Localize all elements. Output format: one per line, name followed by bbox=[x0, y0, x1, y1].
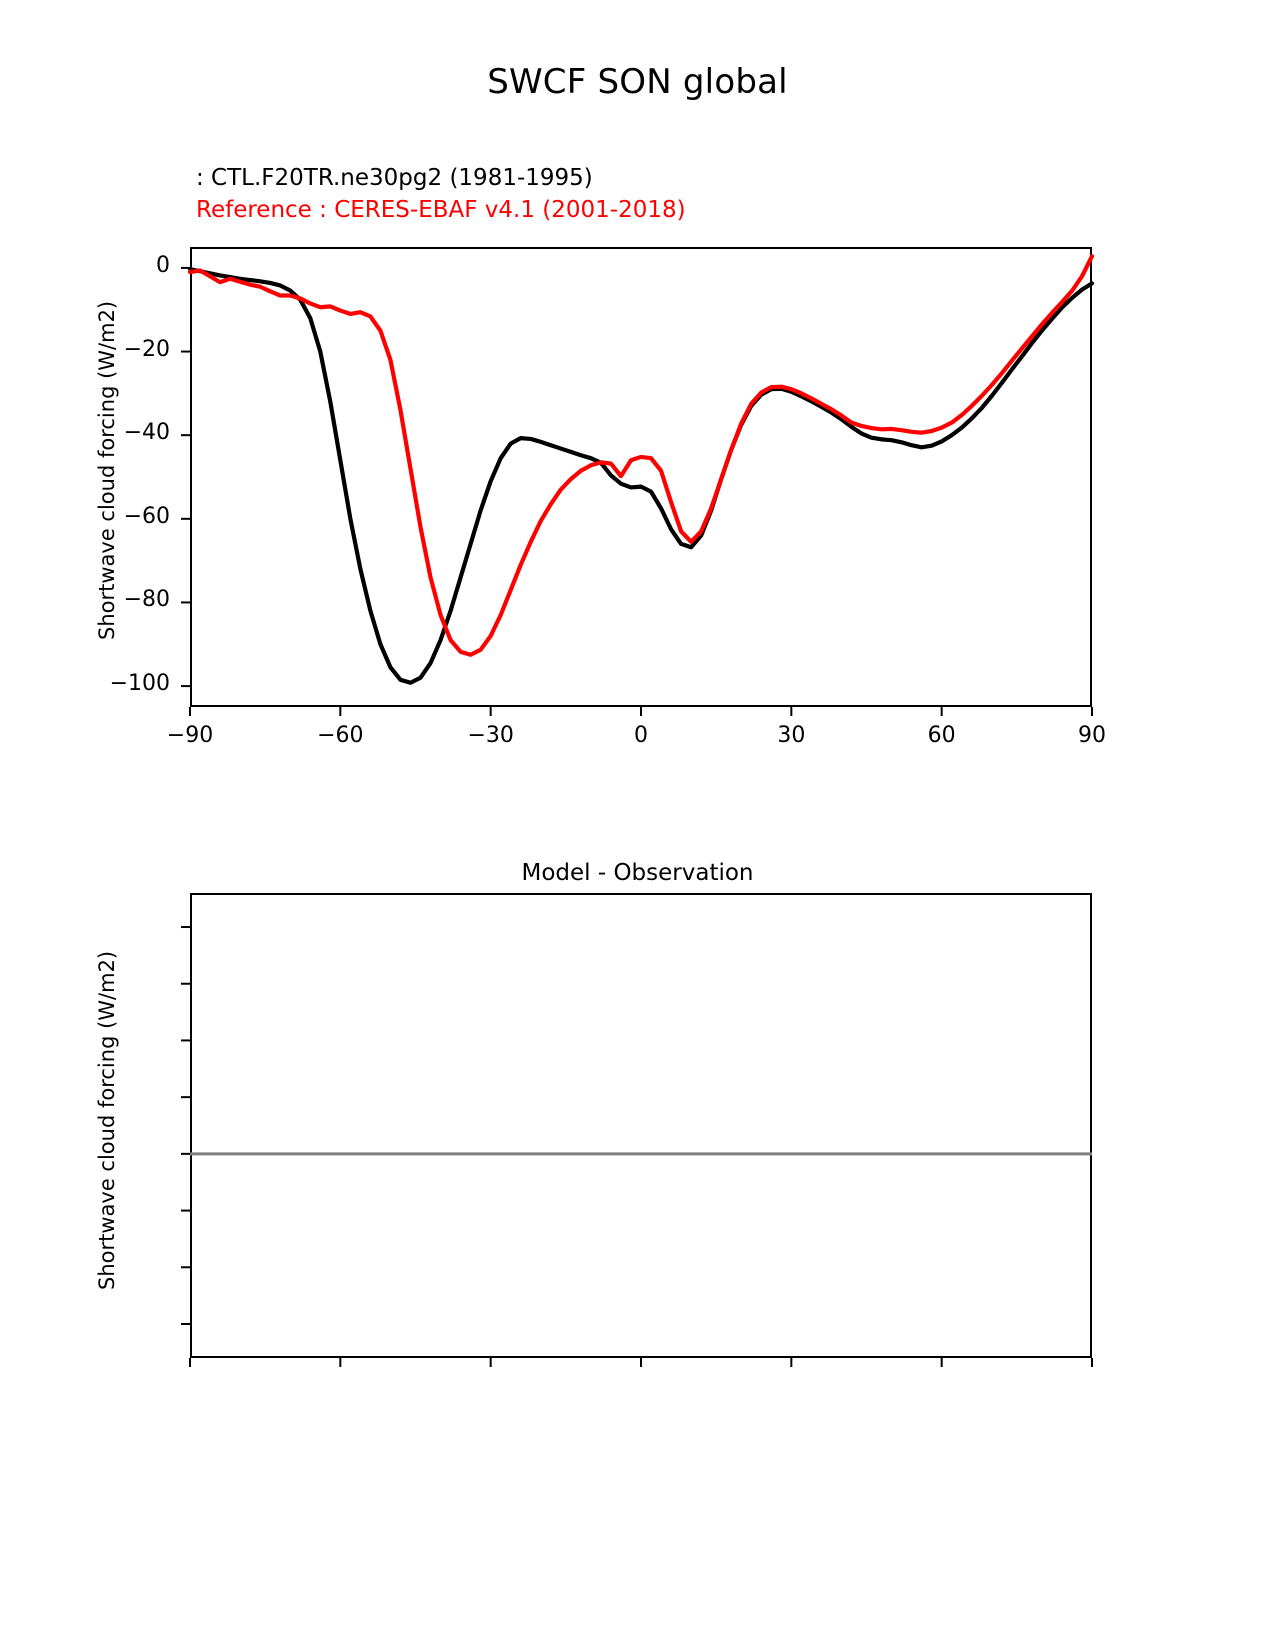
y-tick-label: −60 bbox=[123, 503, 170, 529]
x-tick-label: 30 bbox=[777, 723, 806, 748]
y-tick-label: −40 bbox=[123, 420, 170, 446]
x-tick-label: 90 bbox=[1078, 723, 1106, 748]
x-tick-label: 0 bbox=[634, 723, 648, 748]
series-line-0 bbox=[187, 267, 1095, 685]
series-line-1 bbox=[187, 254, 1095, 657]
y-tick-label: −80 bbox=[123, 587, 170, 613]
bottom-panel-axes bbox=[190, 893, 1092, 1358]
legend-model-entry: : CTL.F20TR.ne30pg2 (1981-1995) bbox=[196, 165, 593, 191]
y-tick-label: 0 bbox=[156, 252, 170, 278]
x-tick-label: 60 bbox=[927, 723, 956, 748]
y-tick-label: −20 bbox=[123, 336, 170, 362]
legend-reference-entry: Reference : CERES-EBAF v4.1 (2001-2018) bbox=[196, 197, 686, 223]
bottom-panel-subtitle: Model - Observation bbox=[521, 860, 754, 886]
x-tick-label: −30 bbox=[467, 723, 514, 748]
top-panel-axes bbox=[190, 247, 1092, 707]
y-tick-label: −100 bbox=[109, 671, 170, 697]
legend: : CTL.F20TR.ne30pg2 (1981-1995) Referenc… bbox=[196, 162, 686, 226]
figure-title: SWCF SON global bbox=[487, 62, 788, 102]
x-tick-label: −90 bbox=[166, 723, 214, 748]
x-tick-label: −60 bbox=[317, 723, 364, 748]
